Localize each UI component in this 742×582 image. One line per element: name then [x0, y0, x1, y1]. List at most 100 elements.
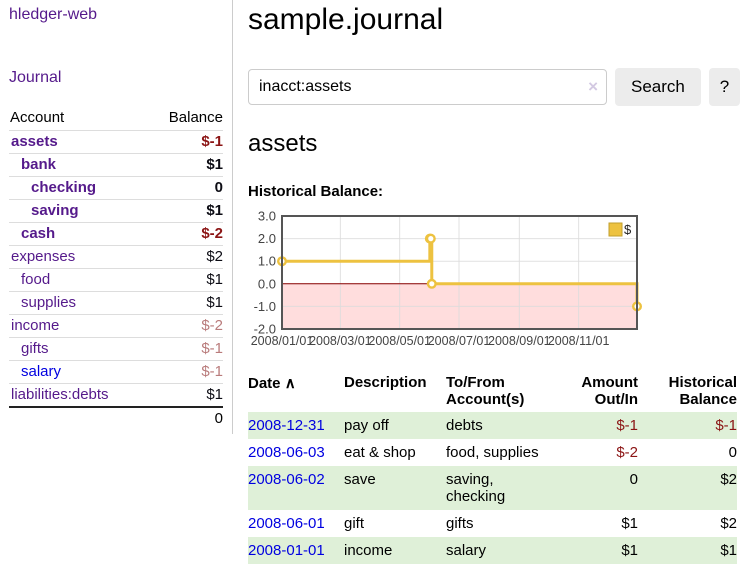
account-balance: $1	[146, 268, 223, 292]
transaction-accounts: saving, checking	[446, 466, 554, 510]
transaction-date-link[interactable]: 2008-06-02	[248, 471, 325, 488]
account-balance: $-2	[146, 314, 223, 338]
register-table: Date ∧ Description To/From Account(s) Am…	[248, 372, 737, 564]
account-row: supplies $1	[9, 291, 223, 315]
svg-text:2008/09/01: 2008/09/01	[488, 334, 551, 348]
svg-text:-1.0: -1.0	[254, 299, 276, 314]
sidebar-account-checking[interactable]: checking	[31, 179, 97, 196]
transaction-description: save	[344, 466, 446, 510]
account-row: saving $1	[9, 199, 223, 223]
sidebar-account-assets[interactable]: assets	[11, 133, 58, 150]
sidebar: hledger-web Journal Account Balance asse…	[0, 0, 233, 434]
transaction-date-link[interactable]: 2008-01-01	[248, 542, 325, 559]
col-accounts: To/From Account(s)	[446, 374, 525, 408]
sidebar-account-gifts[interactable]: gifts	[21, 340, 49, 357]
transaction-balance: $1	[638, 537, 737, 564]
account-row: salary $-1	[9, 360, 223, 384]
account-row: checking 0	[9, 176, 223, 200]
svg-text:2008/05/01: 2008/05/01	[368, 334, 431, 348]
account-row: food $1	[9, 268, 223, 292]
sidebar-account-salary[interactable]: salary	[21, 363, 62, 380]
account-balance: $-1	[146, 337, 223, 361]
accounts-table: Account Balance assets $-1 bank $1 checking 0…	[9, 106, 223, 430]
search-button[interactable]: Search	[615, 68, 701, 106]
account-balance: $-1	[146, 130, 223, 154]
transaction-accounts: food, supplies	[446, 444, 539, 461]
svg-text:-2.0: -2.0	[254, 322, 276, 337]
sidebar-account-bank[interactable]: bank	[21, 156, 57, 173]
transaction-date-link[interactable]: 2008-06-03	[248, 444, 325, 461]
sidebar-account-cash[interactable]: cash	[21, 225, 56, 242]
sidebar-account-liabilities-debts[interactable]: liabilities:debts	[11, 386, 109, 403]
sidebar-account-supplies[interactable]: supplies	[21, 294, 77, 311]
account-balance: $1	[146, 383, 223, 407]
sidebar-account-saving[interactable]: saving	[31, 202, 79, 219]
col-amount: Amount Out/In	[581, 374, 638, 408]
transaction-description: income	[344, 537, 446, 564]
svg-text:2.0: 2.0	[258, 231, 276, 246]
account-row: gifts $-1	[9, 337, 223, 361]
svg-text:3.0: 3.0	[258, 210, 276, 224]
accounts-total-value: 0	[146, 406, 223, 430]
historical-balance-chart[interactable]: $3.0 2.0 1.0 0.0 -1.0 -2.02008/01/012008/03/0…	[248, 210, 648, 350]
search-input[interactable]	[248, 69, 607, 105]
account-balance: $-2	[146, 222, 223, 246]
transaction-accounts: debts	[446, 412, 554, 439]
transaction-date-link[interactable]: 2008-12-31	[248, 417, 325, 434]
svg-text:$: $	[624, 222, 632, 237]
sidebar-account-expenses[interactable]: expenses	[11, 248, 76, 265]
accounts-col-account: Account	[10, 109, 65, 126]
transaction-date-link[interactable]: 2008-06-01	[248, 515, 325, 532]
account-balance: $2	[146, 245, 223, 269]
account-heading: assets	[248, 130, 318, 157]
account-balance: $1	[146, 199, 223, 223]
sort-asc-icon: ∧	[284, 375, 296, 392]
transaction-balance: $2	[638, 466, 737, 510]
transaction-accounts: salary	[446, 537, 554, 564]
register-row: 2008-06-01 gift gifts $1 $2	[248, 510, 737, 537]
chart-title: Historical Balance:	[248, 183, 384, 200]
sidebar-account-food[interactable]: food	[21, 271, 51, 288]
account-balance: $-1	[146, 360, 223, 384]
col-balance: Historical Balance	[668, 374, 737, 408]
sidebar-account-income[interactable]: income	[11, 317, 60, 334]
account-balance: $1	[146, 153, 223, 177]
transaction-balance: $2	[720, 515, 737, 532]
account-row: income $-2	[9, 314, 223, 338]
transaction-description: gift	[344, 515, 365, 532]
transaction-balance: 0	[728, 444, 737, 461]
svg-text:1.0: 1.0	[258, 254, 276, 269]
account-row: assets $-1	[9, 130, 223, 154]
col-description: Description	[344, 374, 427, 391]
account-row: liabilities:debts $1	[9, 383, 223, 407]
svg-text:2008/07/01: 2008/07/01	[428, 334, 491, 348]
register-row: 2008-01-01 income salary $1 $1	[248, 537, 737, 564]
transaction-balance: $-1	[638, 412, 737, 439]
sidebar-item-journal[interactable]: Journal	[9, 69, 62, 86]
svg-text:0.0: 0.0	[258, 276, 276, 291]
transaction-accounts: gifts	[446, 515, 474, 532]
transaction-amount: 0	[554, 466, 638, 510]
col-date[interactable]: Date ∧	[248, 375, 296, 392]
transaction-amount: $1	[554, 537, 638, 564]
accounts-col-balance: Balance	[168, 109, 223, 126]
account-row: cash $-2	[9, 222, 223, 246]
help-button[interactable]: ?	[708, 68, 740, 106]
clear-search-icon[interactable]: ×	[588, 77, 598, 96]
transaction-amount: $1	[621, 515, 638, 532]
account-row: bank $1	[9, 153, 223, 177]
account-balance: $1	[146, 291, 223, 315]
sidebar-nav: Journal	[9, 69, 223, 87]
svg-text:2008/11/01: 2008/11/01	[548, 334, 610, 348]
account-balance: 0	[146, 176, 223, 200]
accounts-total-row: 0	[9, 406, 223, 430]
register-row: 2008-12-31 pay off debts $-1 $-1	[248, 412, 737, 439]
transaction-amount: $-1	[554, 412, 638, 439]
account-row: expenses $2	[9, 245, 223, 269]
transaction-description: pay off	[344, 412, 446, 439]
register-row: 2008-06-03 eat & shop food, supplies $-2 0	[248, 439, 737, 466]
app-home-link[interactable]: hledger-web	[9, 6, 98, 23]
svg-text:2008/03/01: 2008/03/01	[309, 334, 372, 348]
svg-text:2008/01/01: 2008/01/01	[251, 334, 314, 348]
search-form: × Search ?	[248, 68, 740, 106]
